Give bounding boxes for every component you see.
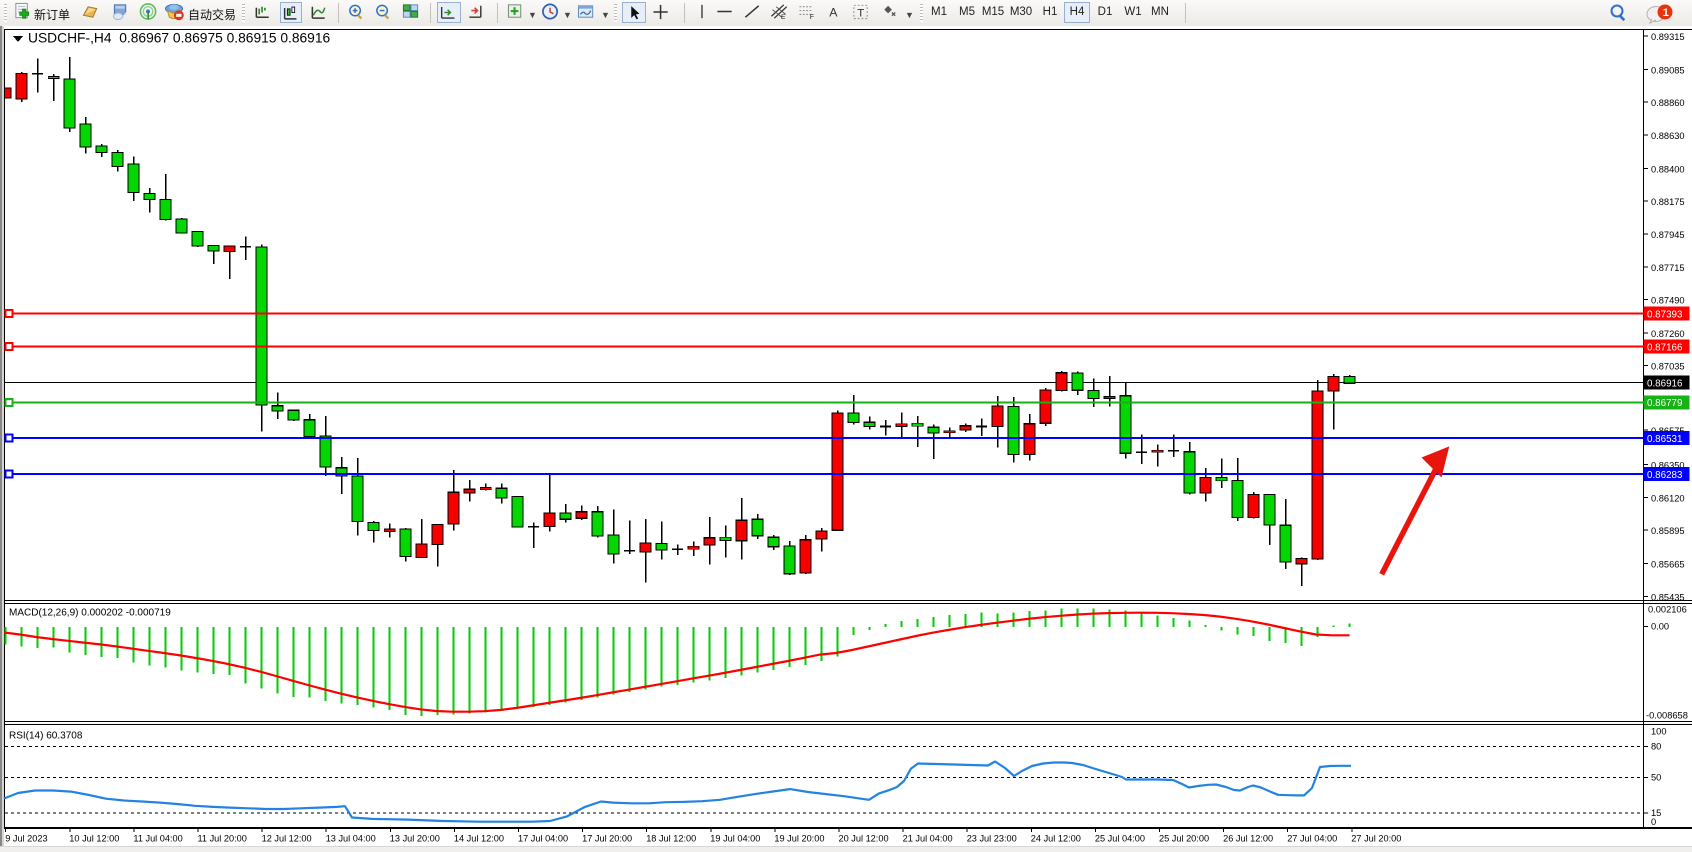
svg-text:13 Jul 04:00: 13 Jul 04:00 (326, 834, 376, 844)
svg-text:0.85665: 0.85665 (1651, 559, 1685, 569)
svg-text:21 Jul 04:00: 21 Jul 04:00 (903, 834, 953, 844)
svg-text:0.86531: 0.86531 (1647, 434, 1682, 445)
svg-text:27 Jul 04:00: 27 Jul 04:00 (1287, 834, 1337, 844)
svg-text:27 Jul 20:00: 27 Jul 20:00 (1351, 834, 1401, 844)
svg-text:23 Jul 23:00: 23 Jul 23:00 (967, 834, 1017, 844)
svg-text:MACD(12,26,9) 0.000202 -0.0007: MACD(12,26,9) 0.000202 -0.000719 (9, 608, 171, 619)
svg-text:USDCHF-,H4 0.86967 0.86975 0.: USDCHF-,H4 0.86967 0.86975 0.86915 0.869… (28, 31, 331, 46)
svg-text:0.86916: 0.86916 (1647, 378, 1683, 389)
svg-text:-0.008658: -0.008658 (1646, 711, 1688, 721)
svg-text:0.86575: 0.86575 (1651, 426, 1685, 436)
svg-text:50: 50 (1651, 773, 1661, 783)
svg-text:80: 80 (1651, 742, 1661, 752)
svg-text:0.87715: 0.87715 (1651, 263, 1685, 273)
svg-text:25 Jul 20:00: 25 Jul 20:00 (1159, 834, 1209, 844)
svg-text:15: 15 (1651, 808, 1661, 818)
svg-text:0.88860: 0.88860 (1651, 98, 1685, 108)
svg-text:14 Jul 12:00: 14 Jul 12:00 (454, 834, 504, 844)
svg-text:0.85895: 0.85895 (1651, 526, 1685, 536)
svg-text:19 Jul 04:00: 19 Jul 04:00 (710, 834, 760, 844)
svg-text:17 Jul 04:00: 17 Jul 04:00 (518, 834, 568, 844)
svg-text:17 Jul 20:00: 17 Jul 20:00 (582, 834, 632, 844)
svg-text:0.87945: 0.87945 (1651, 230, 1685, 240)
svg-text:0.88400: 0.88400 (1651, 164, 1685, 174)
svg-text:0.00: 0.00 (1651, 622, 1669, 632)
svg-text:T: T (857, 7, 864, 19)
svg-text:RSI(14) 60.3708: RSI(14) 60.3708 (9, 731, 83, 742)
svg-text:10 Jul 12:00: 10 Jul 12:00 (69, 834, 119, 844)
svg-text:E: E (781, 14, 786, 21)
svg-text:0.86779: 0.86779 (1647, 398, 1682, 409)
svg-text:20 Jul 12:00: 20 Jul 12:00 (839, 834, 889, 844)
svg-text:19 Jul 20:00: 19 Jul 20:00 (774, 834, 824, 844)
svg-text:0.87490: 0.87490 (1651, 296, 1685, 306)
svg-text:0.86350: 0.86350 (1651, 460, 1685, 470)
svg-text:0.85435: 0.85435 (1651, 593, 1685, 603)
svg-text:26 Jul 12:00: 26 Jul 12:00 (1223, 834, 1273, 844)
svg-text:0.86120: 0.86120 (1651, 494, 1685, 504)
svg-text:0.87260: 0.87260 (1651, 329, 1685, 339)
svg-text:11 Jul 04:00: 11 Jul 04:00 (133, 834, 182, 844)
svg-text:0: 0 (1651, 817, 1656, 827)
svg-text:0.87035: 0.87035 (1651, 361, 1685, 371)
svg-text:13 Jul 20:00: 13 Jul 20:00 (390, 834, 440, 844)
svg-text:24 Jul 12:00: 24 Jul 12:00 (1031, 834, 1081, 844)
svg-text:0.002106: 0.002106 (1648, 605, 1687, 615)
svg-text:100: 100 (1651, 727, 1667, 737)
svg-text:25 Jul 04:00: 25 Jul 04:00 (1095, 834, 1145, 844)
svg-text:0.89315: 0.89315 (1651, 32, 1685, 42)
svg-text:12 Jul 12:00: 12 Jul 12:00 (262, 834, 312, 844)
svg-text:0.86283: 0.86283 (1647, 470, 1683, 481)
svg-text:0.88630: 0.88630 (1651, 131, 1685, 141)
svg-text:0.88175: 0.88175 (1651, 197, 1685, 207)
svg-text:0.87166: 0.87166 (1647, 342, 1683, 353)
svg-text:18 Jul 12:00: 18 Jul 12:00 (646, 834, 696, 844)
svg-text:11 Jul 20:00: 11 Jul 20:00 (198, 834, 247, 844)
svg-text:A: A (829, 5, 838, 19)
svg-text:1: 1 (1663, 7, 1669, 19)
svg-text:0.89085: 0.89085 (1651, 65, 1685, 75)
svg-text:F: F (810, 14, 814, 21)
svg-text:0.87393: 0.87393 (1647, 310, 1683, 321)
svg-text:9 Jul 2023: 9 Jul 2023 (5, 834, 47, 844)
